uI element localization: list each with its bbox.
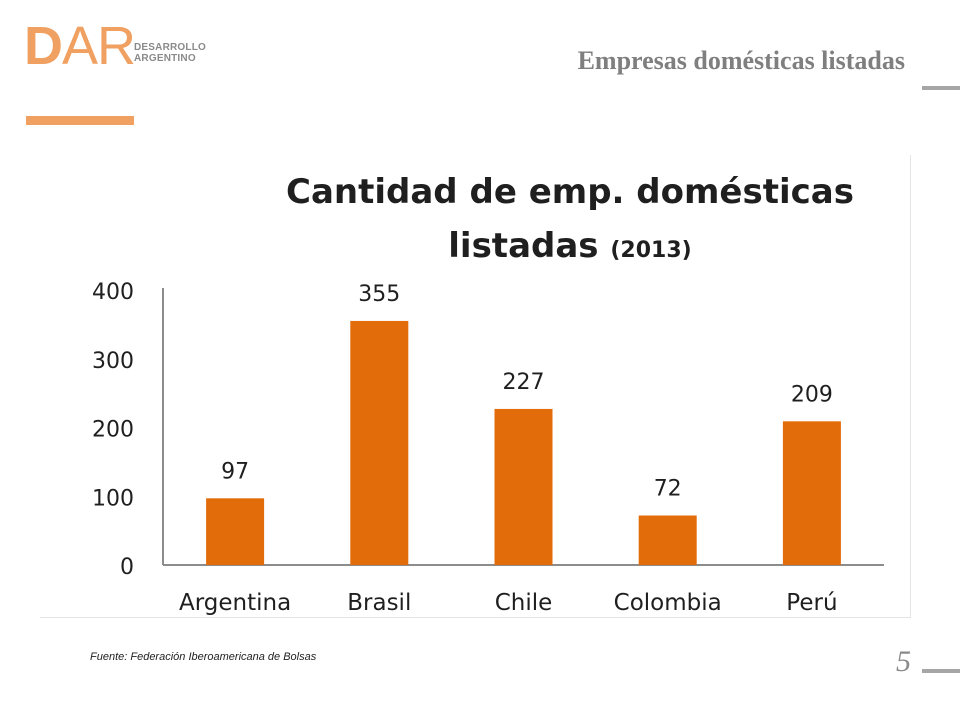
- data-label: 209: [791, 382, 833, 407]
- x-category-label: Argentina: [179, 590, 291, 616]
- x-category-label: Chile: [495, 590, 553, 616]
- chart-title-year: (2013): [610, 238, 692, 263]
- logo-subtitle-line2: ARGENTINO: [134, 53, 196, 64]
- source-note: Fuente: Federación Iberoamericana de Bol…: [90, 651, 317, 663]
- data-label: 227: [503, 370, 545, 395]
- data-label: 72: [654, 477, 682, 502]
- chart-panel: [40, 155, 911, 618]
- logo-letter-d: D: [24, 16, 63, 76]
- y-tick-label: 0: [120, 555, 134, 580]
- dar-logo: D AR DESARROLLO ARGENTINO: [24, 16, 244, 80]
- bar-perú: [782, 421, 841, 565]
- x-category-label: Colombia: [614, 590, 722, 616]
- x-category-label: Perú: [786, 590, 837, 616]
- data-label: 97: [221, 459, 249, 484]
- logo-accent-bar: [26, 116, 134, 125]
- chart-title-line2-text: listadas: [448, 226, 599, 266]
- data-label: 355: [358, 282, 400, 307]
- chart-title-line1: Cantidad de emp. domésticas: [286, 172, 854, 212]
- logo-subtitle-line1: DESARROLLO: [134, 42, 206, 53]
- bar-colombia: [638, 515, 697, 565]
- chart-title-line2: listadas (2013): [0, 220, 960, 277]
- y-tick-label: 100: [92, 486, 134, 511]
- y-tick-label: 400: [92, 280, 134, 305]
- page-number: 5: [896, 645, 911, 678]
- bar-brasil: [350, 320, 409, 565]
- bar-chile: [494, 408, 553, 565]
- header-rule: [922, 86, 960, 90]
- bar-argentina: [206, 498, 265, 565]
- chart-title: Cantidad de emp. domésticas listadas (20…: [0, 166, 960, 277]
- x-category-label: Brasil: [347, 590, 411, 616]
- logo-letters-ar: AR: [62, 16, 136, 76]
- y-tick-label: 200: [92, 418, 134, 443]
- slide-title: Empresas domésticas listadas: [577, 46, 905, 75]
- footer-rule: [922, 669, 960, 673]
- y-tick-label: 300: [92, 349, 134, 374]
